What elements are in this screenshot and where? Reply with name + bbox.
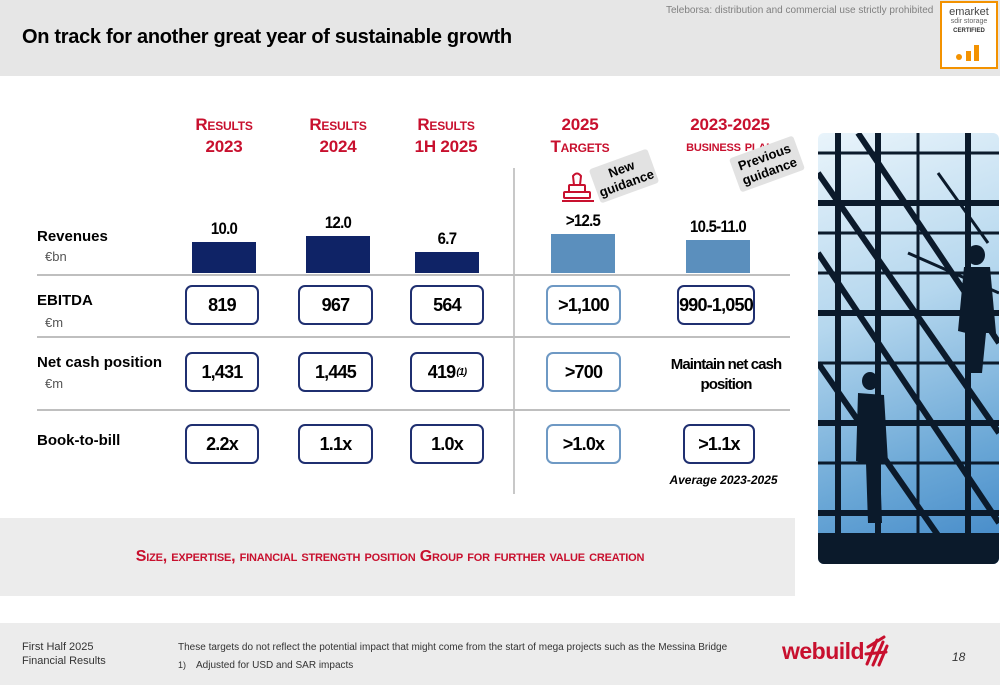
net-cash-1h2025-box: 419 (1) [410, 352, 484, 392]
ebitda-2023-value: 819 [185, 285, 259, 325]
column-header-line: 2025 [561, 115, 599, 134]
column-header-results-2023: Results 2023 [176, 114, 272, 158]
footnote: 1) Adjusted for USD and SAR impacts [178, 660, 353, 671]
book-to-bill-1h2025-value: 1.0x [410, 424, 484, 464]
webuild-mark-icon [864, 635, 889, 667]
bar-chart-icon [956, 45, 979, 61]
column-header-line: Results [309, 115, 367, 134]
column-header-2025-targets: 2025 Targets [532, 114, 628, 158]
column-header-year: Targets [550, 137, 610, 156]
row-unit-revenues: €bn [45, 249, 67, 264]
footnote-marker: (1) [456, 366, 467, 378]
net-cash-2023-value: 1,431 [185, 352, 259, 392]
footer-period-line2: Financial Results [22, 655, 106, 667]
page-title: On track for another great year of susta… [22, 26, 512, 48]
net-cash-2024-value: 1,445 [298, 352, 373, 392]
column-divider [513, 168, 515, 494]
disclaimer-text: Teleborsa: distribution and commercial u… [666, 5, 934, 16]
revenue-value-label: 10.5-11.0 [689, 217, 747, 236]
ebitda-business-plan-value: 990-1,050 [677, 285, 755, 325]
column-header-results-2024: Results 2024 [290, 114, 386, 158]
revenue-value-label: 6.7 [437, 229, 457, 248]
footer-period-line1: First Half 2025 [22, 641, 94, 653]
webuild-logo: webuild [782, 634, 890, 668]
revenue-bar [415, 252, 479, 273]
revenue-value-label: 12.0 [324, 213, 352, 232]
footer-band [0, 623, 1000, 685]
stamp-icon [562, 172, 594, 202]
row-unit-net-cash: €m [45, 376, 64, 391]
column-header-line: 2023-2025 [690, 115, 770, 134]
badge-status: CERTIFIED [953, 28, 985, 34]
revenue-bar [306, 236, 370, 273]
row-divider [37, 336, 790, 338]
footnote-number: 1) [178, 660, 187, 670]
badge-sub: sdir storage [950, 18, 988, 25]
book-to-bill-business-plan-value: >1.1x [683, 424, 755, 464]
revenue-bar [551, 234, 615, 273]
column-header-results-1h-2025: Results 1H 2025 [398, 114, 494, 158]
tagline: Size, expertise, financial strength posi… [135, 548, 645, 565]
row-unit-ebitda: €m [45, 315, 64, 330]
column-header-year: 2023 [205, 137, 243, 156]
column-header-year: 2024 [319, 137, 357, 156]
ebitda-2025-target-value: >1,100 [546, 285, 621, 325]
tagline-band [0, 518, 795, 596]
row-label-book-to-bill: Book-to-bill [37, 432, 121, 449]
row-label-net-cash: Net cash position [37, 354, 163, 371]
revenue-bar [686, 240, 750, 273]
row-divider [37, 274, 790, 276]
logo-text: webuild [782, 637, 865, 664]
footer-period: First Half 2025 Financial Results [22, 640, 106, 668]
average-note: Average 2023-2025 [669, 473, 778, 487]
net-cash-1h2025-value: 419 [427, 361, 456, 382]
column-header-line: Results [417, 115, 475, 134]
scaffolding-illustration [818, 133, 999, 564]
column-header-line: Results [195, 115, 253, 134]
row-label-ebitda: EBITDA [37, 292, 93, 309]
row-label-revenues: Revenues [37, 228, 108, 245]
book-to-bill-2024-value: 1.1x [298, 424, 373, 464]
page-number: 18 [952, 650, 966, 664]
book-to-bill-2025-target-value: >1.0x [546, 424, 621, 464]
header-band [0, 0, 1000, 76]
row-divider [37, 409, 790, 411]
column-header-year: 1H 2025 [414, 137, 478, 156]
revenue-value-label: 10.0 [210, 219, 238, 238]
construction-photo [818, 133, 999, 564]
emarket-badge: emarket sdir storage CERTIFIED [940, 1, 998, 69]
net-cash-2025-target-value: >700 [546, 352, 621, 392]
footnote-text: Adjusted for USD and SAR impacts [196, 660, 354, 671]
book-to-bill-2023-value: 2.2x [185, 424, 259, 464]
badge-name: emarket [949, 6, 989, 18]
net-cash-business-plan-value: Maintain net cash position [670, 356, 782, 393]
ebitda-1h2025-value: 564 [410, 285, 484, 325]
ebitda-2024-value: 967 [298, 285, 373, 325]
revenue-value-label: >12.5 [565, 211, 601, 230]
footer-note: These targets do not reflect the potenti… [178, 642, 728, 653]
revenue-bar [192, 242, 256, 273]
